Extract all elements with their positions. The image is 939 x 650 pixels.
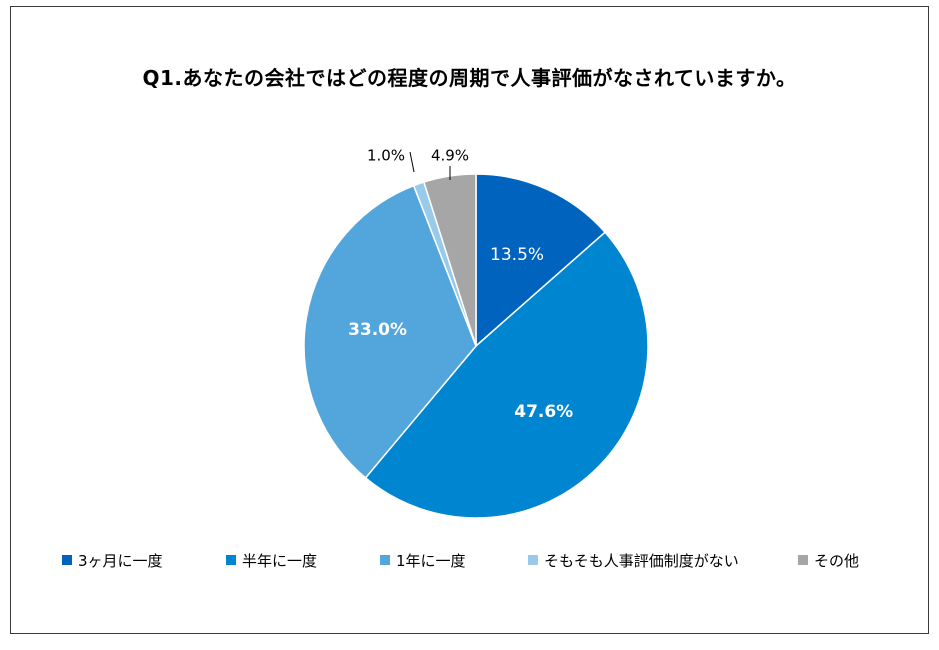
leader-line-no-system [409, 151, 415, 173]
legend-item-other: その他 [798, 548, 859, 572]
chart-title: Q1.あなたの会社ではどの程度の周期で人事評価がなされていますか。 [142, 66, 797, 90]
legend-label-no-system: そもそも人事評価制度がない [544, 551, 739, 570]
data-label-yearly: 33.0% [348, 320, 407, 340]
legend-label-yearly: 1年に一度 [396, 551, 466, 570]
slice-3-months [475, 173, 607, 348]
slice-yearly [303, 184, 477, 479]
legend-swatch-3-months [62, 555, 72, 565]
legend-item-3-months: 3ヶ月に一度 [62, 548, 163, 572]
legend-label-half-year: 半年に一度 [242, 551, 318, 570]
legend-item-no-system: そもそも人事評価制度がない [528, 548, 739, 572]
legend-swatch-half-year [226, 555, 236, 565]
data-label-no-system: 1.0% [367, 147, 405, 165]
data-label-3-months: 13.5% [490, 245, 544, 265]
legend: 3ヶ月に一度 半年に一度 1年に一度 そもそも人事評価制度がない その他 [0, 548, 939, 572]
legend-swatch-yearly [380, 555, 390, 565]
legend-swatch-no-system [528, 555, 538, 565]
legend-swatch-other [798, 555, 808, 565]
legend-item-half-year: 半年に一度 [226, 548, 317, 572]
data-label-half-year: 47.6% [514, 402, 573, 422]
data-label-other: 4.9% [431, 147, 469, 165]
legend-label-other: その他 [814, 551, 860, 570]
legend-label-3-months: 3ヶ月に一度 [78, 551, 163, 570]
legend-item-yearly: 1年に一度 [380, 548, 466, 572]
slice-half-year [364, 231, 649, 519]
